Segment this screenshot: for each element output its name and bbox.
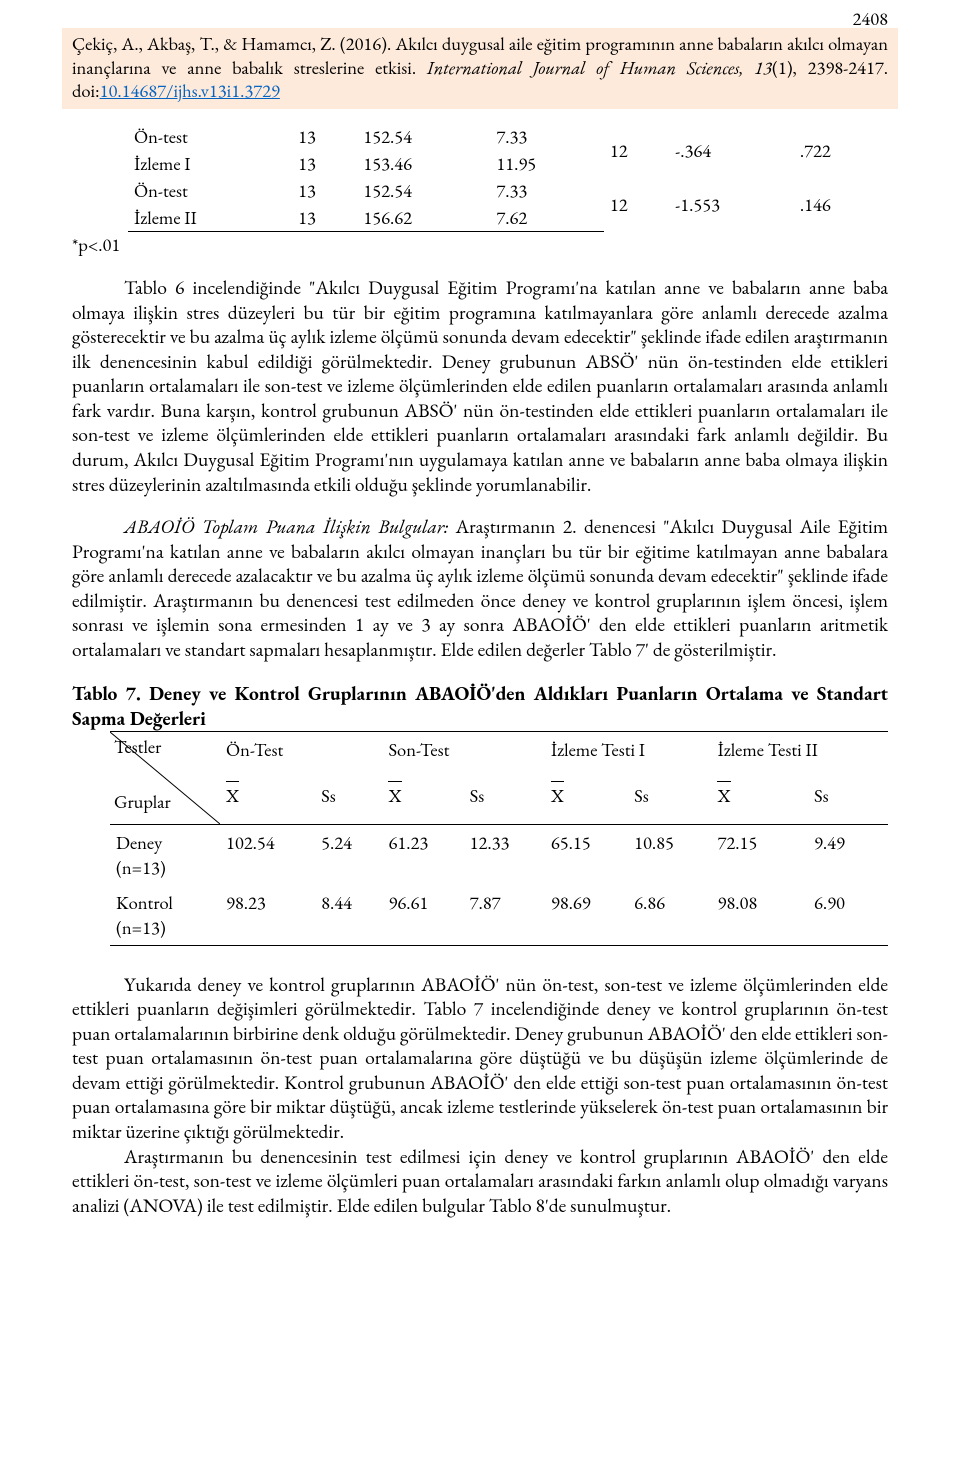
cell: 12 — [604, 123, 669, 177]
cell: Ss — [628, 778, 711, 825]
cell: 6.90 — [808, 885, 888, 946]
cell: 5.24 — [315, 824, 382, 885]
table-row: X Ss X Ss X Ss X Ss — [110, 778, 888, 825]
paragraph-3: Yukarıda deney ve kontrol gruplarının AB… — [72, 972, 888, 1144]
cell: Deney (n=13) — [110, 824, 220, 885]
citation-authors: Çekiç, A., Akbaş, T., & Hamamcı, Z. (201… — [72, 31, 395, 56]
citation-doi-link[interactable]: 10.14687/ijhs.v13i1.3729 — [100, 78, 280, 103]
cell: 61.23 — [382, 824, 463, 885]
cell: 152.54 — [357, 177, 490, 204]
cell: Kontrol (n=13) — [110, 885, 220, 946]
table-6-note: *p<.01 — [72, 232, 888, 257]
cell: X — [220, 778, 315, 825]
cell: 156.62 — [357, 204, 490, 232]
paragraph-2-lead: ABAOİÖ Toplam Puana İlişkin Bulgular: — [124, 513, 448, 539]
cell: .722 — [794, 123, 888, 177]
paragraph-1: Tablo 6 incelendiğinde "Akılcı Duygusal … — [72, 275, 888, 496]
cell: Ss — [464, 778, 545, 825]
cell: 10.85 — [628, 824, 711, 885]
cell: X — [382, 778, 463, 825]
cell: .146 — [794, 177, 888, 232]
table-7-title: Tablo 7. Deney ve Kontrol Gruplarının AB… — [72, 681, 888, 730]
xbar: X — [717, 783, 730, 808]
cell: 98.69 — [545, 885, 628, 946]
table-row: Deney (n=13) 102.54 5.24 61.23 12.33 65.… — [110, 824, 888, 885]
table-row: Testler Gruplar Ön-Test Son-Test İzleme … — [110, 731, 888, 778]
cell: 7.33 — [490, 177, 604, 204]
cell: 96.61 — [382, 885, 463, 946]
cell: 13 — [292, 177, 357, 204]
cell: 7.33 — [490, 123, 604, 150]
cell: 12.33 — [464, 824, 545, 885]
citation-journal: International Journal of Human Sciences,… — [427, 55, 772, 80]
cell: 98.23 — [220, 885, 315, 946]
cell: Ss — [315, 778, 382, 825]
cell: 12 — [604, 177, 669, 232]
diagonal-header: Testler Gruplar — [110, 732, 220, 824]
cell: 9.49 — [808, 824, 888, 885]
table-7: Testler Gruplar Ön-Test Son-Test İzleme … — [110, 731, 888, 946]
table-row: Ön-test 13 152.54 7.33 12 -1.553 .146 — [128, 177, 888, 204]
cell: 7.62 — [490, 204, 604, 232]
cell: X — [545, 778, 628, 825]
cell: 98.08 — [711, 885, 808, 946]
cell: İzleme Testi I — [545, 731, 712, 778]
cell: İzleme I — [128, 150, 292, 177]
cell: -.364 — [669, 123, 794, 177]
cell: 7.87 — [464, 885, 545, 946]
cell: İzleme II — [128, 204, 292, 232]
cell: 102.54 — [220, 824, 315, 885]
page: 2408 Çekiç, A., Akbaş, T., & Hamamcı, Z.… — [0, 0, 960, 1257]
table-6: Ön-test 13 152.54 7.33 12 -.364 .722 İzl… — [128, 123, 888, 232]
cell: X — [711, 778, 808, 825]
cell: 152.54 — [357, 123, 490, 150]
cell: -1.553 — [669, 177, 794, 232]
table-row: Kontrol (n=13) 98.23 8.44 96.61 7.87 98.… — [110, 885, 888, 946]
diag-bottom-label: Gruplar — [114, 789, 171, 814]
page-number: 2408 — [852, 6, 888, 31]
cell: 65.15 — [545, 824, 628, 885]
cell: Ön-test — [128, 177, 292, 204]
xbar: X — [388, 783, 401, 808]
cell: 11.95 — [490, 150, 604, 177]
paragraph-2: ABAOİÖ Toplam Puana İlişkin Bulgular: Ar… — [72, 514, 888, 661]
citation-header: Çekiç, A., Akbaş, T., & Hamamcı, Z. (201… — [62, 28, 898, 109]
cell: Son-Test — [382, 731, 544, 778]
xbar: X — [226, 783, 239, 808]
cell: İzleme Testi II — [711, 731, 888, 778]
cell: 6.86 — [628, 885, 711, 946]
cell: Ön-test — [128, 123, 292, 150]
cell: 153.46 — [357, 150, 490, 177]
xbar: X — [551, 783, 564, 808]
cell: 13 — [292, 150, 357, 177]
cell: 13 — [292, 204, 357, 232]
cell: Ss — [808, 778, 888, 825]
cell: 72.15 — [711, 824, 808, 885]
table-row: Ön-test 13 152.54 7.33 12 -.364 .722 — [128, 123, 888, 150]
cell: Ön-Test — [220, 731, 382, 778]
diag-top-label: Testler — [114, 734, 161, 759]
cell: 8.44 — [315, 885, 382, 946]
paragraph-4: Araştırmanın bu denencesinin test edilme… — [72, 1144, 888, 1218]
cell: 13 — [292, 123, 357, 150]
